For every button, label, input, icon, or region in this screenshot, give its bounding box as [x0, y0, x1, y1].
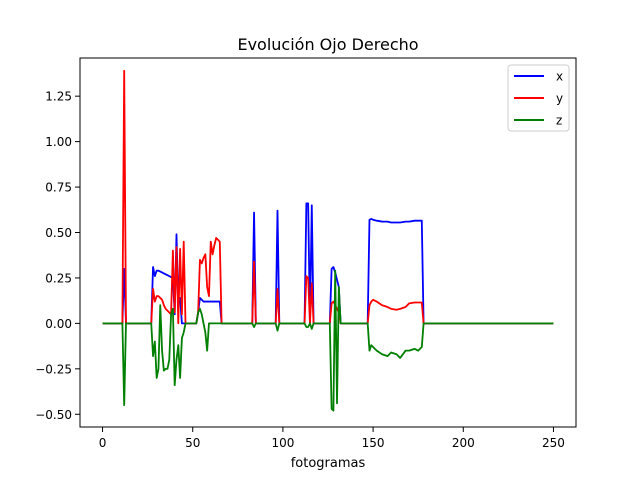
x-tick-label: 100 [271, 436, 294, 450]
y-tick-label: 0.75 [45, 181, 72, 195]
x-tick-label: 200 [452, 436, 475, 450]
chart-legend: xyz [507, 64, 570, 132]
x-tick-label: 50 [185, 436, 200, 450]
x-tick-label: 250 [542, 436, 565, 450]
y-tick-label: 1.25 [45, 90, 72, 104]
legend-label-z: z [556, 114, 562, 128]
y-tick-label: 1.00 [45, 135, 72, 149]
axis-ticks: 0 50 100 150 200 250 −0.50 −0.25 0.00 0.25 0.50 0.7… [35, 90, 565, 450]
legend-label-y: y [556, 92, 563, 106]
y-tick-label: 0.00 [45, 317, 72, 331]
x-tick-label: 150 [362, 436, 385, 450]
legend-items: xyz [514, 70, 563, 128]
chart-title: Evolución Ojo Derecho [237, 35, 418, 54]
y-tick-label: −0.50 [35, 408, 72, 422]
y-tick-label: −0.25 [35, 362, 72, 376]
legend-label-x: x [556, 70, 563, 84]
series-lines [102, 69, 554, 412]
y-tick-label: 0.50 [45, 226, 72, 240]
x-tick-label: 0 [99, 436, 107, 450]
x-axis-label: fotogramas [291, 456, 366, 471]
series-line-z [102, 269, 554, 412]
series-line-x [102, 202, 554, 325]
plot-area-frame [79, 57, 577, 428]
series-line-y [102, 69, 554, 325]
y-tick-label: 0.25 [45, 271, 72, 285]
